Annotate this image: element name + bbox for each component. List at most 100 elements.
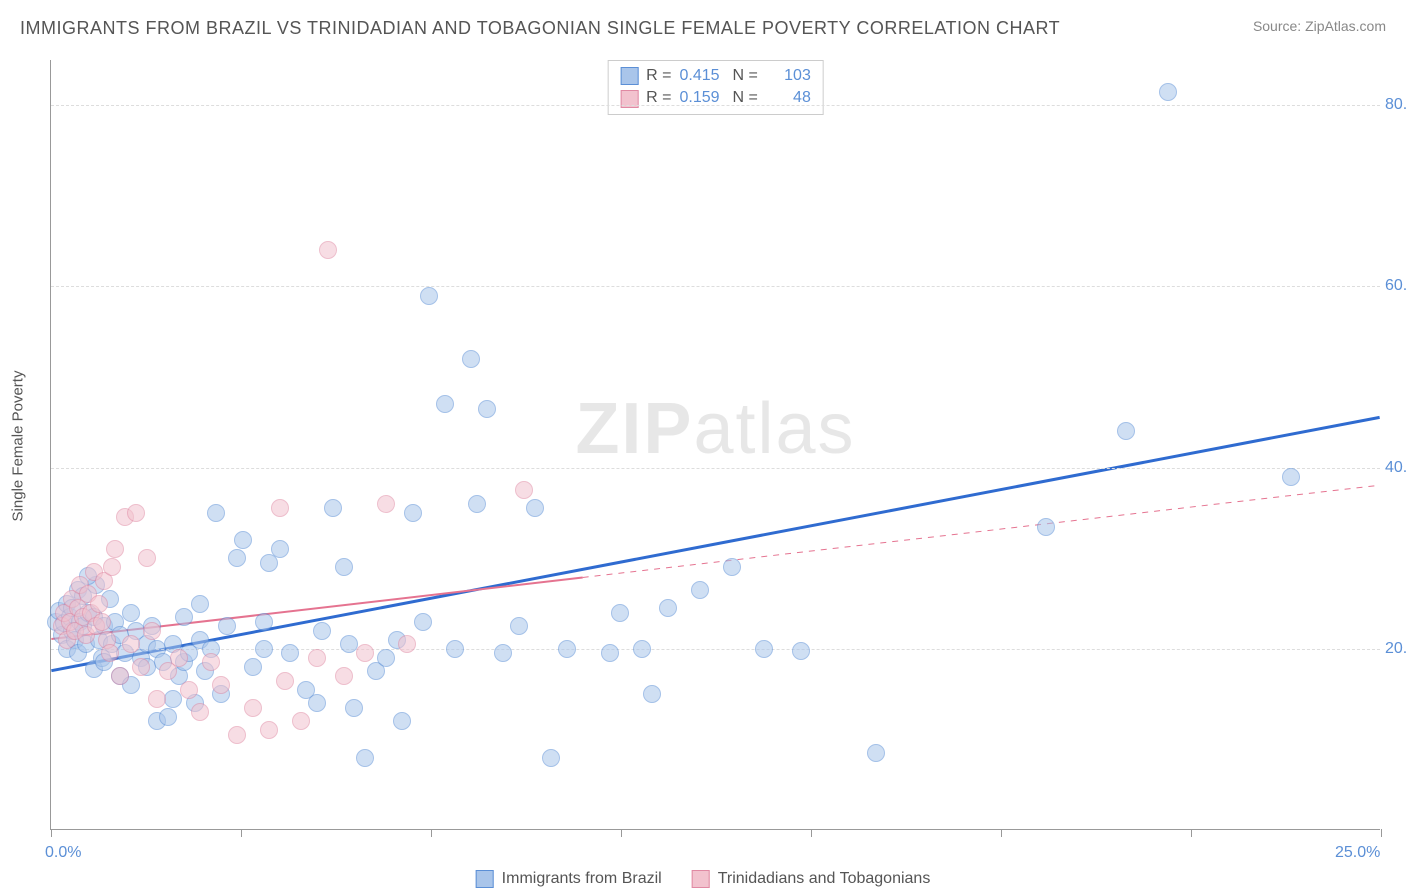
scatter-point-brazil: [159, 708, 177, 726]
watermark-zip: ZIP: [575, 389, 693, 469]
scatter-point-brazil: [175, 608, 193, 626]
scatter-point-brazil: [510, 617, 528, 635]
source-attribution: Source: ZipAtlas.com: [1253, 18, 1386, 34]
stat-r-value: 0.159: [680, 87, 725, 109]
y-tick-label: 40.0%: [1385, 459, 1406, 477]
x-tick: [1381, 829, 1382, 837]
scatter-point-brazil: [377, 649, 395, 667]
scatter-point-trinidad: [138, 549, 156, 567]
scatter-point-brazil: [633, 640, 651, 658]
scatter-point-brazil: [218, 617, 236, 635]
scatter-point-trinidad: [127, 504, 145, 522]
scatter-point-brazil: [691, 581, 709, 599]
scatter-point-brazil: [468, 495, 486, 513]
scatter-point-trinidad: [271, 499, 289, 517]
scatter-point-trinidad: [132, 658, 150, 676]
source-name: ZipAtlas.com: [1305, 18, 1386, 34]
scatter-point-brazil: [335, 558, 353, 576]
x-tick: [621, 829, 622, 837]
scatter-point-trinidad: [335, 667, 353, 685]
scatter-point-trinidad: [101, 644, 119, 662]
stat-n-label: N =: [733, 87, 758, 109]
scatter-point-brazil: [313, 622, 331, 640]
stat-n-label: N =: [733, 65, 758, 87]
stat-r-value: 0.415: [680, 65, 725, 87]
watermark-atlas: atlas: [693, 389, 855, 469]
scatter-point-trinidad: [260, 721, 278, 739]
scatter-point-brazil: [308, 694, 326, 712]
scatter-point-trinidad: [191, 703, 209, 721]
scatter-point-brazil: [324, 499, 342, 517]
scatter-point-trinidad: [143, 622, 161, 640]
stats-legend-box: R = 0.415 N = 103 R = 0.159 N = 48: [607, 60, 824, 115]
bottom-legend-item-trinidad: Trinidadians and Tobagonians: [692, 870, 931, 888]
scatter-point-brazil: [404, 504, 422, 522]
title-bar: IMMIGRANTS FROM BRAZIL VS TRINIDADIAN AN…: [20, 18, 1386, 39]
chart-title: IMMIGRANTS FROM BRAZIL VS TRINIDADIAN AN…: [20, 18, 1060, 39]
scatter-point-brazil: [393, 712, 411, 730]
scatter-point-brazil: [1282, 468, 1300, 486]
regression-line-trinidad-dashed: [583, 485, 1380, 577]
scatter-point-brazil: [601, 644, 619, 662]
scatter-point-brazil: [271, 540, 289, 558]
stat-n-value: 48: [766, 87, 811, 109]
scatter-point-trinidad: [202, 653, 220, 671]
scatter-point-brazil: [356, 749, 374, 767]
watermark: ZIPatlas: [575, 388, 855, 470]
scatter-point-brazil: [558, 640, 576, 658]
scatter-point-brazil: [462, 350, 480, 368]
scatter-point-brazil: [436, 395, 454, 413]
scatter-point-trinidad: [377, 495, 395, 513]
scatter-point-brazil: [244, 658, 262, 676]
scatter-point-trinidad: [292, 712, 310, 730]
scatter-point-trinidad: [276, 672, 294, 690]
scatter-point-brazil: [345, 699, 363, 717]
x-tick: [811, 829, 812, 837]
x-tick: [241, 829, 242, 837]
scatter-point-trinidad: [228, 726, 246, 744]
scatter-point-trinidad: [122, 635, 140, 653]
scatter-point-trinidad: [148, 690, 166, 708]
y-tick-label: 20.0%: [1385, 640, 1406, 658]
x-tick-label: 0.0%: [45, 844, 81, 862]
scatter-point-brazil: [207, 504, 225, 522]
scatter-point-brazil: [792, 642, 810, 660]
scatter-point-brazil: [446, 640, 464, 658]
bottom-legend: Immigrants from Brazil Trinidadians and T…: [476, 870, 931, 888]
scatter-point-brazil: [122, 604, 140, 622]
scatter-point-trinidad: [90, 595, 108, 613]
scatter-point-trinidad: [111, 667, 129, 685]
scatter-point-brazil: [542, 749, 560, 767]
gridline: [51, 468, 1380, 469]
legend-swatch-trinidad: [692, 870, 710, 888]
scatter-point-brazil: [191, 595, 209, 613]
scatter-point-brazil: [164, 690, 182, 708]
stat-r-label: R =: [646, 65, 671, 87]
scatter-point-brazil: [526, 499, 544, 517]
y-tick-label: 60.0%: [1385, 277, 1406, 295]
scatter-point-trinidad: [515, 481, 533, 499]
bottom-legend-item-brazil: Immigrants from Brazil: [476, 870, 662, 888]
source-label: Source:: [1253, 18, 1305, 34]
legend-swatch-brazil: [476, 870, 494, 888]
scatter-point-trinidad: [398, 635, 416, 653]
scatter-point-brazil: [1117, 422, 1135, 440]
scatter-point-brazil: [494, 644, 512, 662]
scatter-point-trinidad: [103, 558, 121, 576]
x-tick: [1191, 829, 1192, 837]
scatter-point-brazil: [643, 685, 661, 703]
y-tick-label: 80.0%: [1385, 96, 1406, 114]
scatter-point-brazil: [1159, 83, 1177, 101]
stat-legend-row-trinidad: R = 0.159 N = 48: [620, 87, 811, 109]
scatter-point-trinidad: [106, 540, 124, 558]
scatter-point-brazil: [659, 599, 677, 617]
stat-r-label: R =: [646, 87, 671, 109]
legend-swatch-brazil: [620, 67, 638, 85]
x-tick: [1001, 829, 1002, 837]
scatter-point-trinidad: [170, 649, 188, 667]
scatter-point-brazil: [414, 613, 432, 631]
scatter-point-trinidad: [93, 613, 111, 631]
scatter-point-brazil: [281, 644, 299, 662]
stat-n-value: 103: [766, 65, 811, 87]
scatter-point-trinidad: [308, 649, 326, 667]
